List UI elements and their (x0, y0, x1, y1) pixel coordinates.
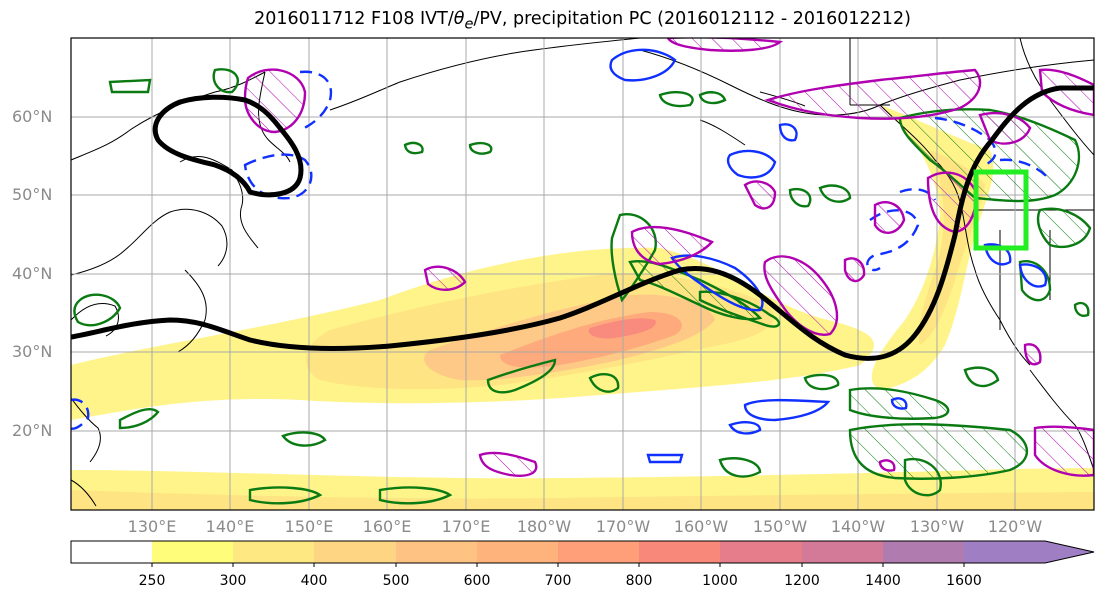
colorbar-tick-label: 400 (300, 573, 328, 589)
colorbar-tick-label: 500 (382, 573, 410, 589)
lat-label: 20°N (12, 421, 53, 440)
lon-label: 150°E (284, 517, 334, 536)
lon-label: 170°E (441, 517, 491, 536)
colorbar-tick-label: 700 (544, 573, 572, 589)
lat-label: 50°N (12, 185, 53, 204)
lat-label: 40°N (12, 264, 53, 283)
map-title: 2016011712 F108 IVT/θe/PV, precipitation… (254, 9, 911, 33)
lat-label: 30°N (12, 342, 53, 361)
lon-label: 140°W (830, 517, 886, 536)
lon-label: 160°W (673, 517, 729, 536)
map-area (71, 38, 1094, 510)
lon-label: 180°W (516, 517, 572, 536)
lon-label: 140°E (205, 517, 255, 536)
pv-contour (71, 85, 1094, 361)
colorbar-tick-label: 1600 (946, 573, 982, 589)
map-frame (70, 37, 1095, 511)
lon-label: 150°W (752, 517, 808, 536)
lon-label: 130°E (127, 517, 177, 536)
lon-label: 120°W (987, 517, 1043, 536)
colorbar-tick-label: 300 (219, 573, 247, 589)
target-region-box (973, 169, 1029, 251)
colorbar-tick-label: 600 (463, 573, 491, 589)
lon-label: 130°W (909, 517, 965, 536)
colorbar-tick-label: 1200 (784, 573, 820, 589)
graticule (71, 38, 1094, 510)
colorbar-tick-label: 1400 (865, 573, 901, 589)
colorbar-tick-label: 250 (138, 573, 166, 589)
blue-contours (71, 48, 1051, 464)
lon-label: 170°W (595, 517, 651, 536)
colorbar-tick-label: 1000 (702, 573, 738, 589)
lat-label: 60°N (12, 107, 53, 126)
colorbar-tick-label: 800 (625, 573, 653, 589)
colorbar (70, 540, 1095, 567)
lon-label: 160°E (362, 517, 412, 536)
